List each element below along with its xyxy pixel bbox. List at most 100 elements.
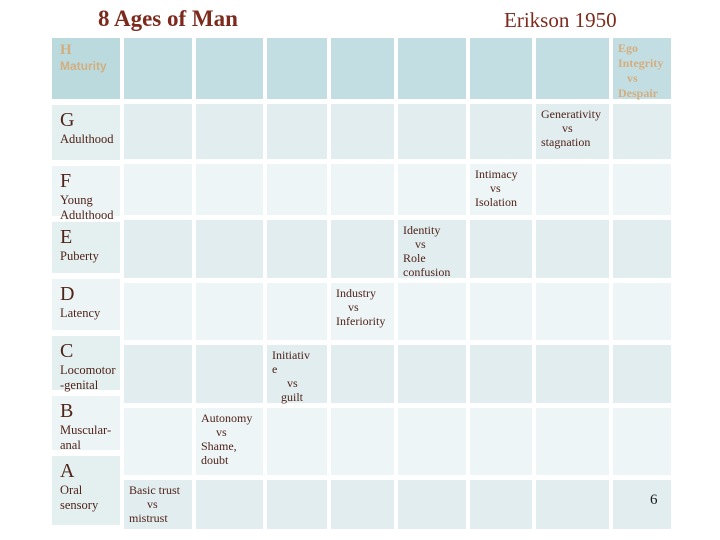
stage-letter: F bbox=[60, 170, 72, 192]
grid-cell bbox=[124, 408, 192, 475]
grid-cell bbox=[613, 104, 671, 159]
grid-cell bbox=[267, 104, 327, 159]
grid-cell bbox=[470, 104, 532, 159]
grid-cell bbox=[536, 283, 609, 340]
stage-label-f: F Young Adulthood bbox=[52, 166, 120, 222]
stage-label-g: G Adulthood bbox=[52, 105, 120, 160]
grid-cell bbox=[470, 345, 532, 403]
stage-letter: B bbox=[60, 400, 74, 422]
grid-cell bbox=[536, 38, 609, 99]
grid-cell: Autonomy vs Shame, doubt bbox=[196, 408, 263, 475]
grid-cell bbox=[470, 408, 532, 475]
grid-cell bbox=[196, 283, 263, 340]
stage-label-e: E Puberty bbox=[52, 222, 120, 273]
grid-cell bbox=[267, 283, 327, 340]
grid-cell bbox=[196, 480, 263, 529]
grid-cell bbox=[267, 408, 327, 475]
stage-name: Adulthood bbox=[60, 132, 114, 146]
crisis-cell-g: Generativity vs stagnation bbox=[541, 107, 601, 149]
grid-cell bbox=[613, 480, 671, 529]
stage-label-h: H Maturity bbox=[52, 38, 120, 99]
grid-cell bbox=[470, 38, 532, 99]
grid-cell bbox=[196, 164, 263, 215]
grid-cell bbox=[267, 164, 327, 215]
stage-letter: G bbox=[60, 109, 75, 131]
grid-cell bbox=[331, 104, 394, 159]
grid-cell bbox=[267, 38, 327, 99]
grid-cell bbox=[196, 38, 263, 99]
grid-cell bbox=[124, 220, 192, 278]
stage-name: Young Adulthood bbox=[60, 193, 114, 222]
grid-cell bbox=[331, 164, 394, 215]
grid-cell bbox=[124, 38, 192, 99]
grid-cell bbox=[124, 164, 192, 215]
grid-cell: Identity vs Role confusion bbox=[398, 220, 466, 279]
grid-cell bbox=[398, 345, 466, 403]
grid-cell bbox=[124, 104, 192, 159]
grid-cell bbox=[536, 345, 609, 403]
grid-cell: Generativity vs stagnation bbox=[536, 104, 609, 159]
grid-cell bbox=[331, 345, 394, 403]
crisis-cell-a: Basic trust vs mistrust bbox=[129, 483, 180, 525]
grid-cell bbox=[470, 220, 532, 278]
stage-label-d: D Latency bbox=[52, 279, 120, 330]
crisis-cell-e: Identity vs Role confusion bbox=[403, 223, 451, 279]
grid-cell bbox=[196, 345, 263, 403]
grid-cell bbox=[398, 408, 466, 475]
crisis-cell-b: Autonomy vs Shame, doubt bbox=[201, 411, 253, 467]
stage-letter: C bbox=[60, 340, 74, 362]
grid-cell: Basic trust vs mistrust bbox=[124, 480, 192, 529]
slide-subtitle: Erikson 1950 bbox=[504, 8, 617, 32]
grid-cell: Industry vs Inferiority bbox=[331, 283, 394, 340]
crisis-cell-d: Industry vs Inferiority bbox=[336, 286, 386, 328]
grid-cell bbox=[398, 283, 466, 340]
grid-cell bbox=[613, 408, 671, 475]
page-number: 6 bbox=[650, 492, 658, 508]
grid-cell bbox=[196, 104, 263, 159]
stage-label-c: C Locomotor -genital bbox=[52, 336, 120, 392]
grid-cell bbox=[536, 220, 609, 278]
stage-label-b: B Muscular- anal bbox=[52, 396, 120, 452]
stage-letter: A bbox=[60, 460, 75, 482]
grid-cell bbox=[124, 345, 192, 403]
grid-cell bbox=[398, 38, 466, 99]
stage-name: Oral sensory bbox=[60, 483, 99, 512]
slide-title: 8 Ages of Man bbox=[98, 6, 238, 31]
stage-letter: E bbox=[60, 226, 73, 248]
crisis-cell-h: Ego Integrity vs Despair bbox=[618, 41, 664, 100]
stage-name: Maturity bbox=[60, 59, 107, 74]
grid-cell: Intimacy vs Isolation bbox=[470, 164, 532, 215]
stage-grid: Ego Integrity vs Despair Generativity vs … bbox=[124, 38, 671, 529]
grid-cell bbox=[613, 164, 671, 215]
grid-cell bbox=[267, 480, 327, 529]
grid-cell bbox=[613, 283, 671, 340]
grid-cell bbox=[613, 220, 671, 278]
stage-name: Locomotor -genital bbox=[60, 363, 116, 392]
grid-cell bbox=[331, 38, 394, 99]
grid-cell bbox=[398, 480, 466, 529]
grid-cell bbox=[470, 480, 532, 529]
crisis-cell-f: Intimacy vs Isolation bbox=[475, 167, 518, 209]
stage-label-column: H Maturity G Adulthood F Young Adulthood E Pube… bbox=[52, 38, 120, 525]
grid-cell bbox=[331, 480, 394, 529]
grid-cell bbox=[398, 164, 466, 215]
grid-cell bbox=[470, 283, 532, 340]
grid-cell bbox=[613, 345, 671, 403]
stage-name: Muscular- anal bbox=[60, 423, 112, 452]
grid-cell bbox=[196, 220, 263, 278]
grid-cell: Ego Integrity vs Despair bbox=[613, 38, 671, 100]
stage-letter: D bbox=[60, 283, 75, 305]
crisis-cell-c: Initiativ e vs guilt bbox=[272, 348, 310, 404]
grid-cell bbox=[536, 480, 609, 529]
grid-cell bbox=[536, 408, 609, 475]
grid-cell bbox=[536, 164, 609, 215]
grid-cell bbox=[398, 104, 466, 159]
stage-name: Puberty bbox=[60, 249, 99, 263]
grid-cell bbox=[331, 408, 394, 475]
stage-name: Latency bbox=[60, 306, 101, 320]
grid-cell bbox=[331, 220, 394, 278]
stage-letter: H bbox=[60, 42, 72, 58]
stage-label-a: A Oral sensory bbox=[52, 456, 120, 525]
grid-cell bbox=[124, 283, 192, 340]
